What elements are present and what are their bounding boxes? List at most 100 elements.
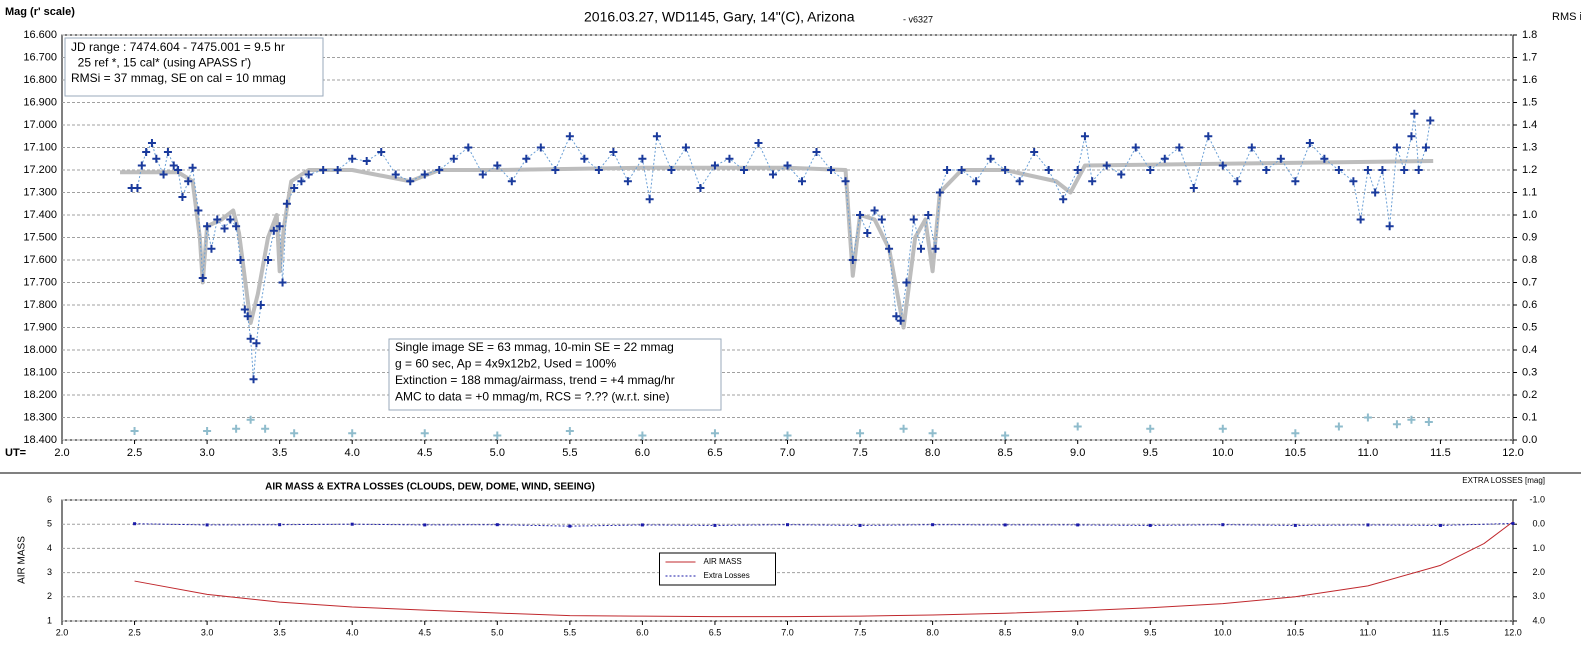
marker [147, 139, 156, 147]
marker [681, 143, 690, 152]
y-axis-label: AIR MASS [17, 536, 28, 584]
marker [198, 274, 207, 282]
y2-tick-label: 1.0 [1532, 543, 1545, 553]
x-tick-label: 5.5 [564, 627, 577, 637]
marker [213, 215, 222, 224]
marker [1414, 166, 1423, 174]
y-tick-label: 17.900 [23, 321, 57, 333]
y-tick-label: 16.800 [23, 74, 57, 86]
marker [798, 177, 807, 186]
marker [377, 148, 386, 156]
y-tick-label: 18.200 [23, 389, 57, 401]
marker [278, 523, 282, 527]
y2-tick-label: 0.1 [1522, 411, 1537, 423]
marker [1293, 523, 1297, 527]
marker [232, 424, 241, 433]
marker [249, 375, 258, 384]
marker [142, 148, 151, 156]
marker [220, 224, 229, 233]
x-tick-label: 5.0 [491, 627, 504, 637]
x-tick-label: 4.5 [418, 627, 431, 637]
y2-tick-label: 0.0 [1522, 434, 1537, 446]
marker [1334, 422, 1343, 431]
marker [252, 339, 261, 348]
marker [169, 161, 178, 170]
marker [1400, 166, 1409, 174]
y-tick-label: 2 [47, 591, 52, 601]
y-tick-label: 16.600 [23, 29, 57, 41]
marker [1073, 422, 1082, 431]
marker [232, 222, 241, 231]
x-tick-label: 8.5 [998, 447, 1013, 459]
marker [1076, 523, 1080, 527]
marker [350, 522, 354, 526]
y-tick-label: 18.300 [23, 411, 57, 423]
x-tick-label: 11.5 [1432, 627, 1449, 637]
annotation-text: JD range : 7474.604 - 7475.001 = 9.5 hr [71, 40, 285, 54]
marker [205, 523, 209, 527]
marker [290, 429, 299, 438]
marker [163, 148, 172, 156]
marker [1073, 166, 1082, 174]
marker [1030, 148, 1039, 156]
marker [1146, 424, 1155, 433]
marker [858, 523, 862, 527]
annotation-box [64, 37, 324, 97]
marker [924, 211, 933, 219]
y-tick-label: 5 [47, 519, 52, 529]
y-tick-label: 17.400 [23, 209, 57, 221]
marker [856, 211, 865, 219]
y-tick-label: 6 [47, 494, 52, 504]
marker [568, 524, 572, 528]
marker [645, 195, 654, 204]
marker [935, 188, 944, 197]
marker [1221, 523, 1225, 527]
marker [1001, 431, 1010, 440]
marker [478, 170, 487, 179]
marker [282, 199, 291, 208]
x-tick-label: 9.0 [1070, 447, 1085, 459]
y2-tick-label: 0.3 [1522, 366, 1537, 378]
marker [522, 154, 531, 163]
marker [931, 244, 940, 253]
marker [754, 139, 763, 147]
y-tick-label: 1 [47, 615, 52, 625]
marker [464, 143, 473, 152]
x-tick-label: 9.5 [1143, 447, 1158, 459]
y2-tick-label: 0.7 [1522, 276, 1537, 288]
marker [1160, 154, 1169, 163]
plot-area [61, 499, 1514, 622]
annotation-text: g = 60 sec, Ap = 4x9x12b2, Used = 100% [395, 357, 616, 371]
y-tick-label: 4 [47, 543, 52, 553]
y2-tick-label: 0.4 [1522, 344, 1537, 356]
x-tick-label: 10.5 [1285, 447, 1306, 459]
y2-tick-label: 0.6 [1522, 299, 1537, 311]
y2-axis-label: EXTRA LOSSES [mag] [1462, 476, 1545, 485]
marker [174, 166, 183, 174]
y2-tick-label: 0.5 [1522, 321, 1537, 333]
marker [1392, 420, 1401, 429]
marker [256, 301, 265, 309]
marker [931, 523, 935, 527]
y2-tick-label: 0.9 [1522, 231, 1537, 243]
y2-tick-label: 4.0 [1532, 615, 1545, 625]
marker [319, 166, 328, 174]
x-tick-label: 4.0 [345, 447, 360, 459]
legend-label: Extra Losses [704, 571, 750, 580]
y-tick-label: 18.400 [23, 434, 57, 446]
marker [348, 429, 357, 438]
x-tick-label: 7.0 [781, 627, 794, 637]
marker [1218, 424, 1227, 433]
marker [1349, 177, 1358, 186]
annotation-box [388, 338, 722, 411]
marker [713, 523, 717, 527]
marker [297, 177, 306, 186]
marker [1291, 429, 1300, 438]
x-tick-label: 2.0 [54, 447, 69, 459]
marker [1189, 184, 1198, 192]
marker [652, 132, 661, 141]
x-tick-label: 9.0 [1071, 627, 1084, 637]
y-tick-label: 17.700 [23, 276, 57, 288]
marker [420, 170, 429, 179]
x-tick-label: 2.5 [128, 627, 141, 637]
